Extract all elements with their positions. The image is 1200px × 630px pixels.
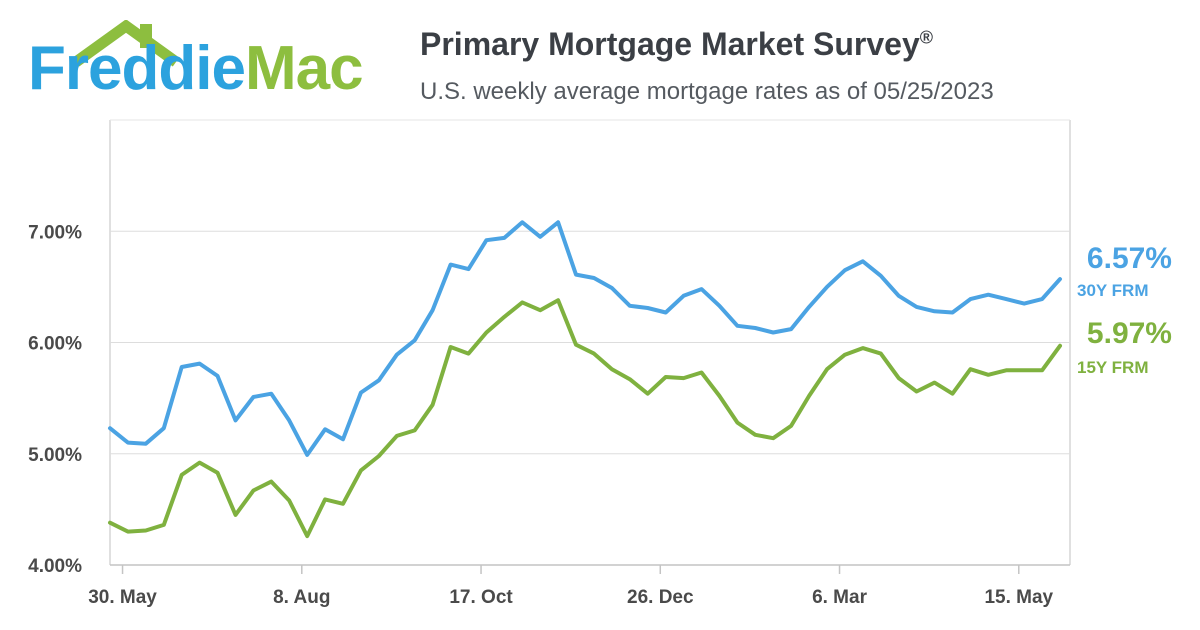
- series-line-30y: [108, 220, 1062, 457]
- y-tick-label: 7.00%: [28, 222, 82, 243]
- legend-15y: 15Y FRM: [1077, 358, 1149, 377]
- logo-mac: Mac: [244, 34, 364, 103]
- house-roof-icon: [72, 20, 180, 67]
- logo-freddie: Freddie: [28, 34, 246, 103]
- y-tick-label: 6.00%: [28, 334, 82, 355]
- x-tick-label: 26. Dec: [627, 587, 694, 608]
- logo-wordmark: FreddieMac: [28, 38, 364, 100]
- title-text: Primary Mortgage Market Survey: [420, 26, 920, 62]
- x-tick-label: 15. May: [984, 587, 1053, 608]
- x-tick-label: 6. Mar: [812, 587, 868, 608]
- y-tick-label: 4.00%: [28, 556, 82, 577]
- x-tick-label: 8. Aug: [273, 587, 330, 608]
- page-title: Primary Mortgage Market Survey®: [420, 26, 933, 63]
- freddie-mac-logo: FreddieMac: [28, 20, 378, 105]
- end-value-15y: 5.97%: [1087, 317, 1172, 350]
- x-tick-label: 30. May: [88, 587, 157, 608]
- series-line-15y: [108, 298, 1062, 539]
- y-tick-label: 5.00%: [28, 445, 82, 466]
- legend-30y: 30Y FRM: [1077, 281, 1149, 300]
- page-subtitle: U.S. weekly average mortgage rates as of…: [420, 78, 994, 105]
- x-tick-label: 17. Oct: [449, 587, 513, 608]
- registered-mark: ®: [919, 27, 934, 48]
- end-value-30y: 6.57%: [1087, 242, 1172, 275]
